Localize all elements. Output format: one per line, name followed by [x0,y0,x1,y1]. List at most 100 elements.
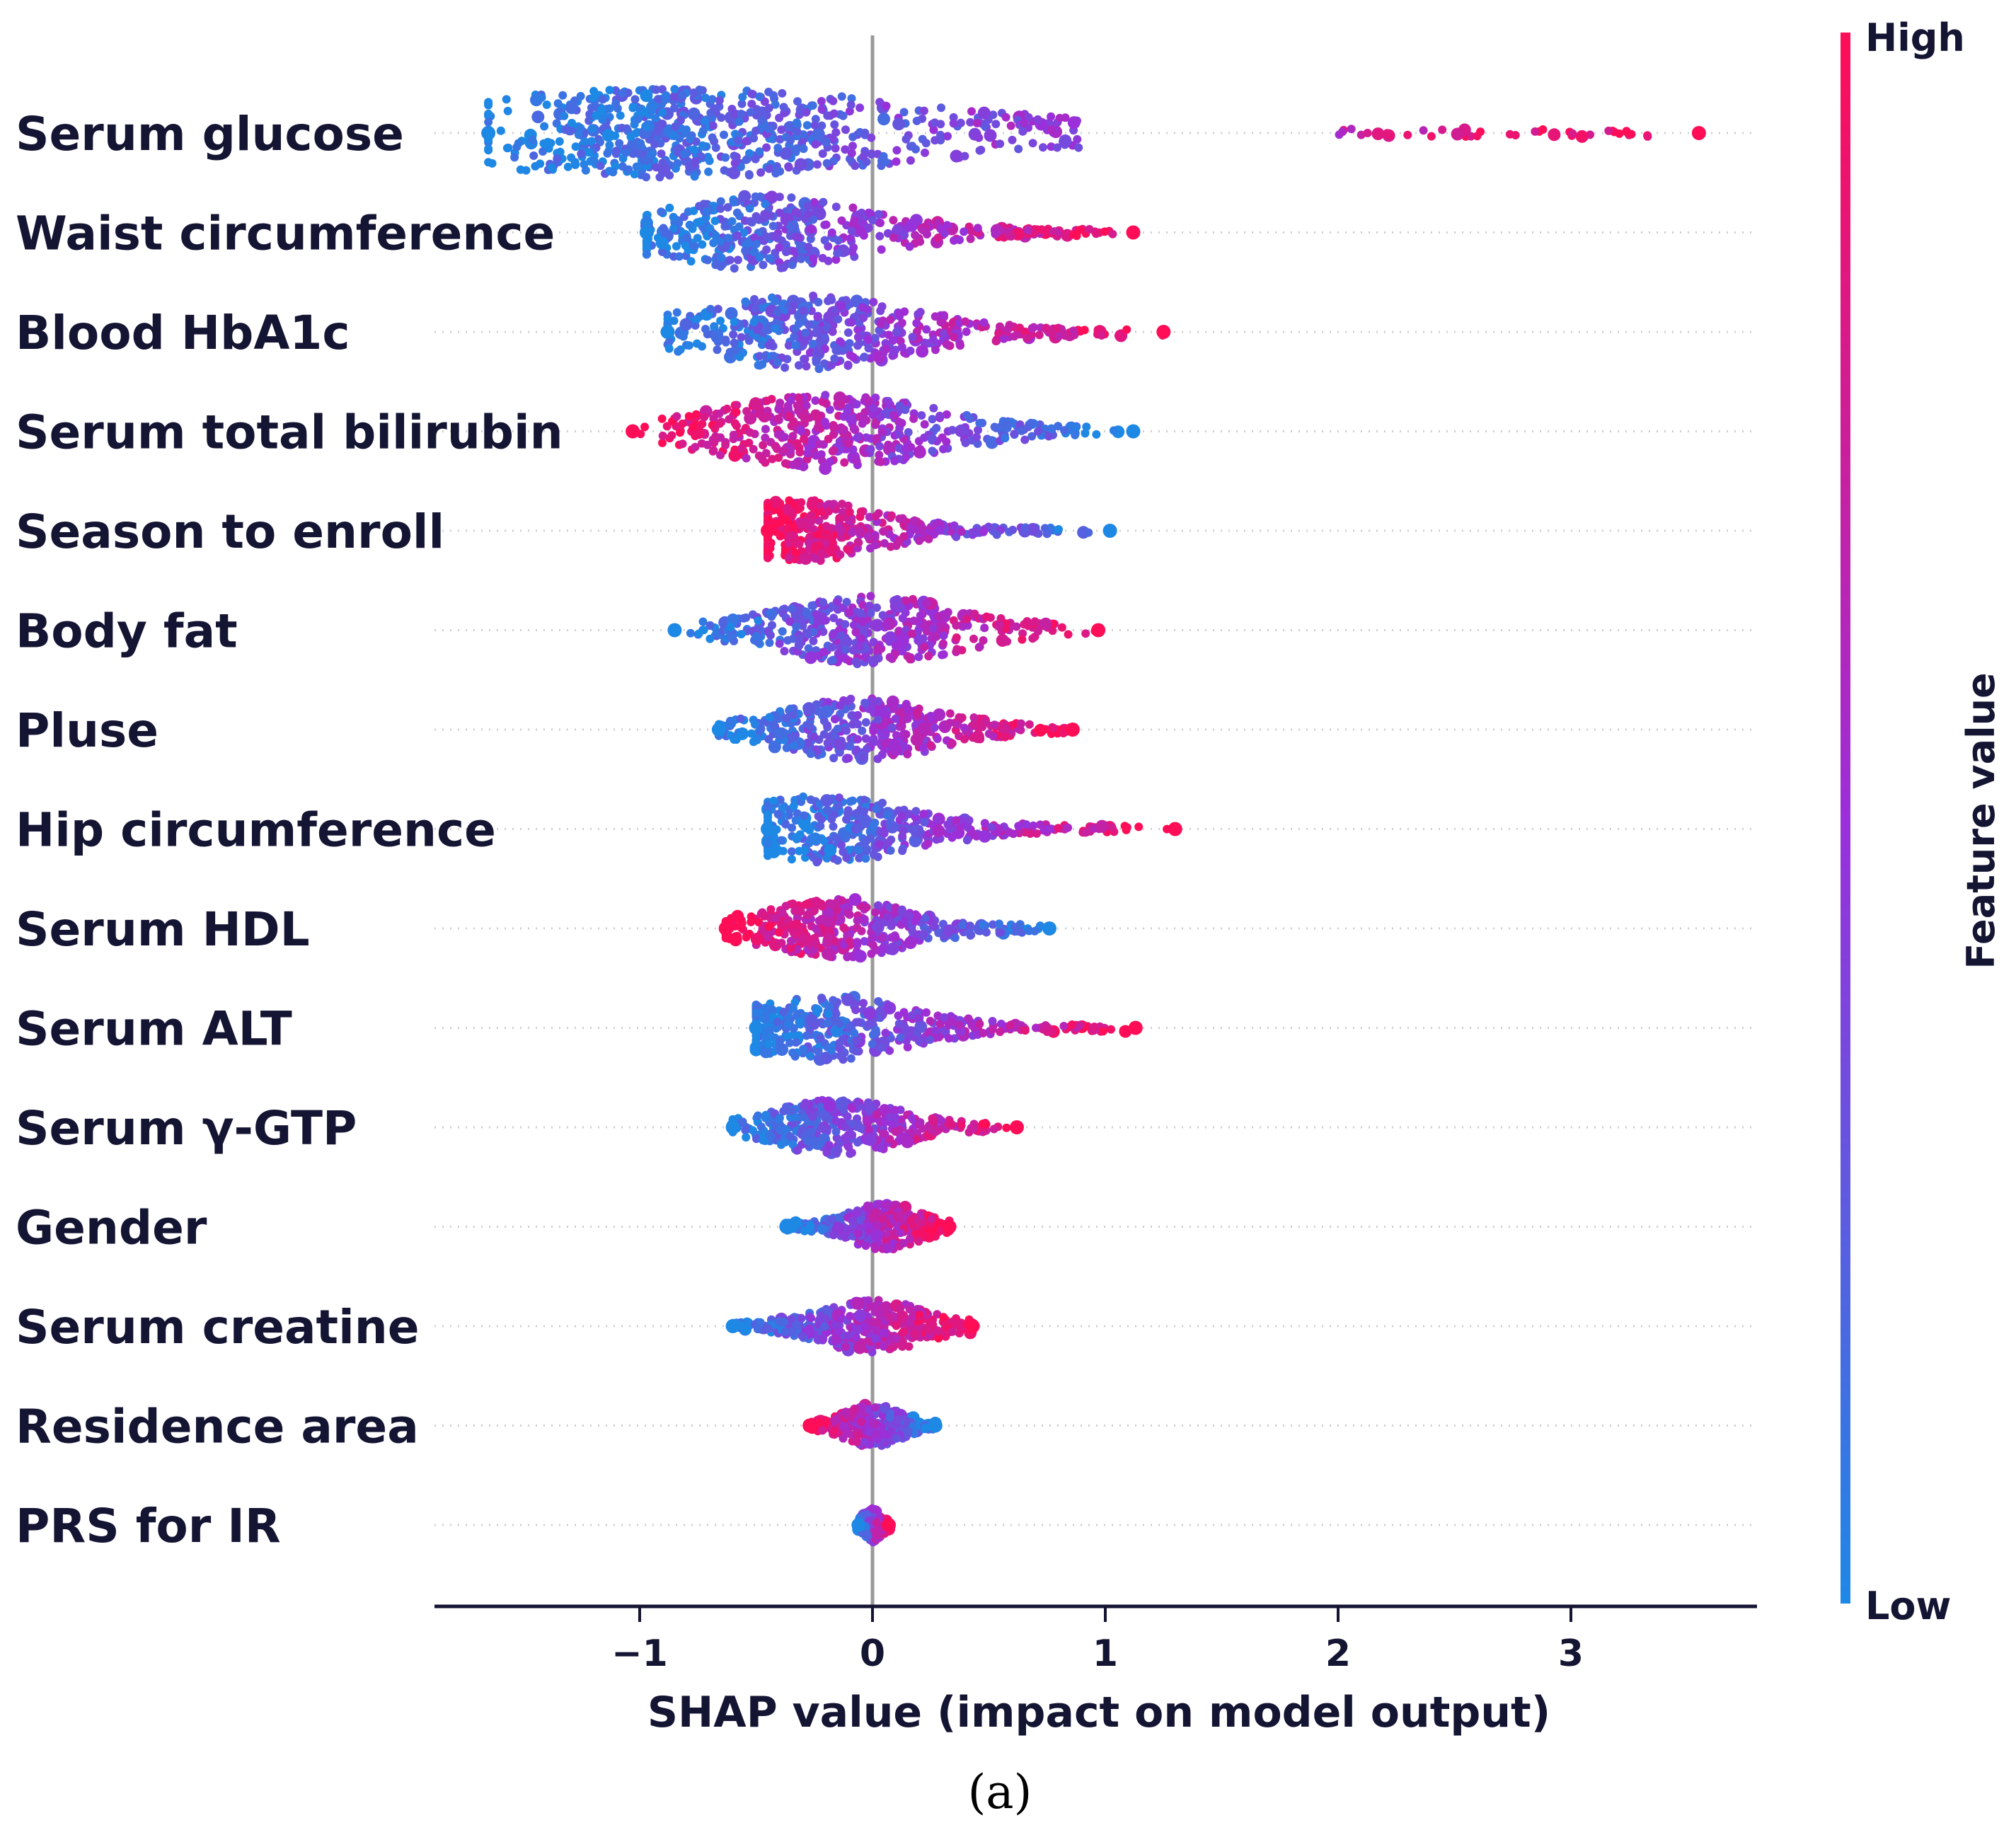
shap-point [802,628,811,638]
shap-point [940,329,949,338]
shap-point [887,511,896,520]
shap-point [843,1112,852,1121]
shap-point [931,312,940,321]
shap-point [891,1127,900,1136]
shap-point [967,227,976,236]
shap-point [832,833,841,842]
shap-point [896,1033,905,1042]
shap-point [825,532,834,541]
shap-point [846,1021,855,1030]
shap-point [1064,630,1073,639]
shap-point [1055,113,1064,122]
shap-point [555,147,565,156]
shap-point [852,745,861,754]
shap-point [795,1018,804,1027]
shap-point [756,192,765,201]
shap-point [764,340,773,350]
shap-point [1017,426,1026,435]
shap-point [793,97,802,106]
shap-point [814,298,823,306]
shap-point [896,634,909,648]
shap-point [781,241,790,249]
shap-point [751,1008,761,1018]
shap-point [811,139,820,149]
shap-point [882,620,891,629]
shap-point [759,260,768,270]
shap-point [861,854,870,863]
shap-point [1033,115,1042,124]
shap-point [747,99,756,108]
shap-point [776,1125,785,1134]
shap-point [902,134,911,144]
shap-point [885,652,894,662]
shap-point [795,443,804,452]
shap-point [867,133,876,142]
shap-point [830,120,839,129]
shap-point [667,623,682,638]
shap-point [802,1031,811,1040]
shap-point [996,928,1006,937]
shap-point [787,221,796,230]
shap-point [577,149,586,159]
shap-point [834,649,843,658]
shap-point [642,122,651,132]
shap-point [769,495,783,509]
shap-point [1014,144,1023,154]
shap-point [910,733,923,747]
shap-point [806,795,815,804]
shap-point [800,811,809,820]
shap-point [774,405,783,414]
shap-point [1095,819,1109,833]
shap-point [776,1041,785,1050]
shap-point [865,1020,874,1029]
shap-point [817,994,826,1003]
shap-point [764,735,773,744]
shap-point [851,657,860,667]
shap-point [1065,723,1080,737]
shap-point [907,825,916,834]
shap-point [764,125,773,134]
shap-point [947,833,957,842]
shap-point [1005,321,1014,330]
shap-point [1085,224,1094,234]
shap-point [1047,327,1056,336]
shap-point [779,146,793,160]
shap-point [817,105,826,114]
shap-point [904,427,913,437]
shap-point [847,711,856,720]
shap-point [1128,1020,1143,1035]
shap-point [647,149,657,159]
shap-point [897,722,906,731]
shap-point [844,439,853,448]
shap-point [828,643,837,652]
shap-point [915,536,923,546]
shap-point [856,634,865,643]
shap-point [989,110,998,120]
shap-point [773,727,787,740]
shap-point [696,152,705,161]
shap-point [1025,926,1034,936]
shap-point [858,419,867,428]
shap-point [958,921,967,930]
shap-point [928,1114,937,1123]
shap-point [672,145,681,154]
shap-point [510,153,519,162]
shap-point [1025,829,1035,838]
shap-point [845,657,854,666]
shap-point [701,93,710,103]
shap-point [1383,129,1392,138]
shap-point [940,311,948,320]
shap-point [669,224,678,234]
shap-point [737,110,746,118]
shap-point [814,516,824,525]
shap-point [851,809,860,818]
shap-point [820,359,829,368]
shap-point [633,115,643,124]
shap-point [868,1040,877,1049]
shap-point [764,922,773,931]
shap-point [663,314,672,323]
shap-point [801,328,810,338]
shap-point [813,160,822,169]
shap-point [842,726,851,735]
shap-point [853,710,863,720]
